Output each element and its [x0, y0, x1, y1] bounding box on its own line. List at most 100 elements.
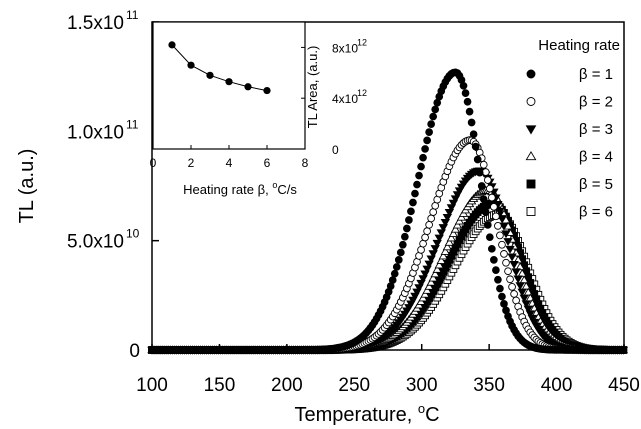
main-y-tick-exponent: 11 [126, 117, 139, 131]
data-point [487, 193, 496, 202]
data-point [527, 314, 537, 323]
degree-superscript: o [418, 401, 425, 416]
data-point [413, 180, 421, 189]
series-1 [148, 68, 628, 354]
data-point [500, 300, 508, 308]
legend-label: β = 4 [579, 149, 613, 166]
legend-label: β = 3 [579, 121, 613, 138]
data-point [515, 282, 525, 291]
data-point [405, 216, 413, 224]
legend-marker [525, 125, 537, 135]
data-point [428, 273, 438, 282]
data-point [519, 294, 529, 303]
inset-x-tick-label: 4 [226, 156, 233, 170]
data-point [467, 118, 476, 127]
data-point [434, 260, 444, 269]
main-y-tick-labels: 05.0x10 101.0x10 111.5x10 11 [67, 8, 159, 362]
degree-superscript: o [272, 180, 277, 190]
data-point [415, 171, 423, 180]
data-point [485, 184, 494, 193]
data-point [465, 107, 474, 116]
data-point [521, 300, 531, 309]
main-y-tick-label: 5.0x10 [67, 232, 124, 253]
data-point [507, 253, 517, 262]
data-point [438, 251, 448, 260]
data-point [425, 220, 433, 229]
legend-marker [526, 69, 536, 79]
glow-curve-series [147, 68, 629, 355]
data-point [444, 237, 455, 246]
inset-data-point [244, 83, 252, 91]
data-point [503, 238, 513, 247]
main-y-tick-label: 1.5x10 [67, 13, 124, 34]
data-point [517, 288, 527, 297]
legend-marker [526, 97, 536, 106]
main-x-tick-label: 200 [271, 375, 303, 396]
data-point [500, 250, 508, 258]
inset-x-title-unit: C/s [277, 182, 297, 197]
data-point [483, 221, 492, 229]
y-axis-title: TL (a.u.) [16, 149, 38, 224]
inset-data-point [206, 71, 214, 79]
inset-data-point [168, 41, 176, 49]
data-point [490, 202, 498, 211]
data-point [427, 120, 436, 128]
data-point [425, 128, 433, 136]
inset-y-tick-label: 4x10 [332, 92, 358, 106]
main-x-tick-label: 150 [204, 375, 236, 396]
data-point [501, 230, 511, 239]
inset-x-tick-labels: 0 2 4 6 8 [150, 145, 309, 170]
legend-marker [526, 207, 536, 216]
x-axis-title-text: Temperature, [294, 404, 417, 426]
data-point [477, 182, 486, 190]
inset-data-point [187, 61, 195, 69]
data-point [502, 258, 510, 267]
legend-marker [525, 151, 537, 161]
data-point [495, 207, 505, 216]
data-point [390, 269, 399, 278]
main-x-tick-label: 450 [608, 375, 640, 396]
x-axis-title: Temperature, oC [294, 401, 439, 426]
main-x-tick-label: 300 [406, 375, 438, 396]
data-point [427, 214, 436, 223]
x-axis-title-unit: C [425, 404, 439, 426]
inset-y-tick-exponent: 12 [357, 88, 367, 98]
data-point [429, 208, 438, 216]
data-point [463, 97, 472, 106]
legend: Heating rate β = 1 β = 2 β = 3 β = 4 β = 5 β … [525, 37, 620, 221]
data-point [421, 233, 429, 242]
data-point [392, 263, 401, 271]
data-point [523, 305, 533, 314]
data-point [497, 215, 507, 224]
data-point [422, 285, 432, 294]
inset-data-point [225, 78, 233, 86]
data-point [483, 176, 492, 184]
data-point [419, 153, 427, 162]
data-point [505, 245, 515, 254]
inset-plot-frame [152, 21, 306, 150]
data-point [429, 112, 438, 121]
data-point [479, 160, 488, 169]
main-x-tick-label: 350 [473, 375, 505, 396]
data-point [506, 275, 514, 284]
main-x-tick-label: 250 [338, 375, 370, 396]
data-point [448, 229, 459, 237]
inset-y-tick-label: 8x10 [332, 41, 358, 55]
data-point [504, 267, 512, 276]
data-point [475, 168, 484, 177]
data-point [423, 136, 431, 145]
data-point [496, 231, 504, 240]
main-plot-frame [151, 21, 625, 351]
inset-data-point [263, 86, 271, 95]
data-point [510, 290, 518, 298]
data-point [423, 227, 431, 236]
legend-title: Heating rate [538, 37, 620, 54]
data-point [430, 269, 440, 278]
inset-x-tick-label: 0 [150, 156, 157, 170]
data-point [485, 233, 494, 242]
data-point [407, 207, 415, 216]
data-point [461, 89, 470, 97]
data-point [494, 222, 502, 230]
